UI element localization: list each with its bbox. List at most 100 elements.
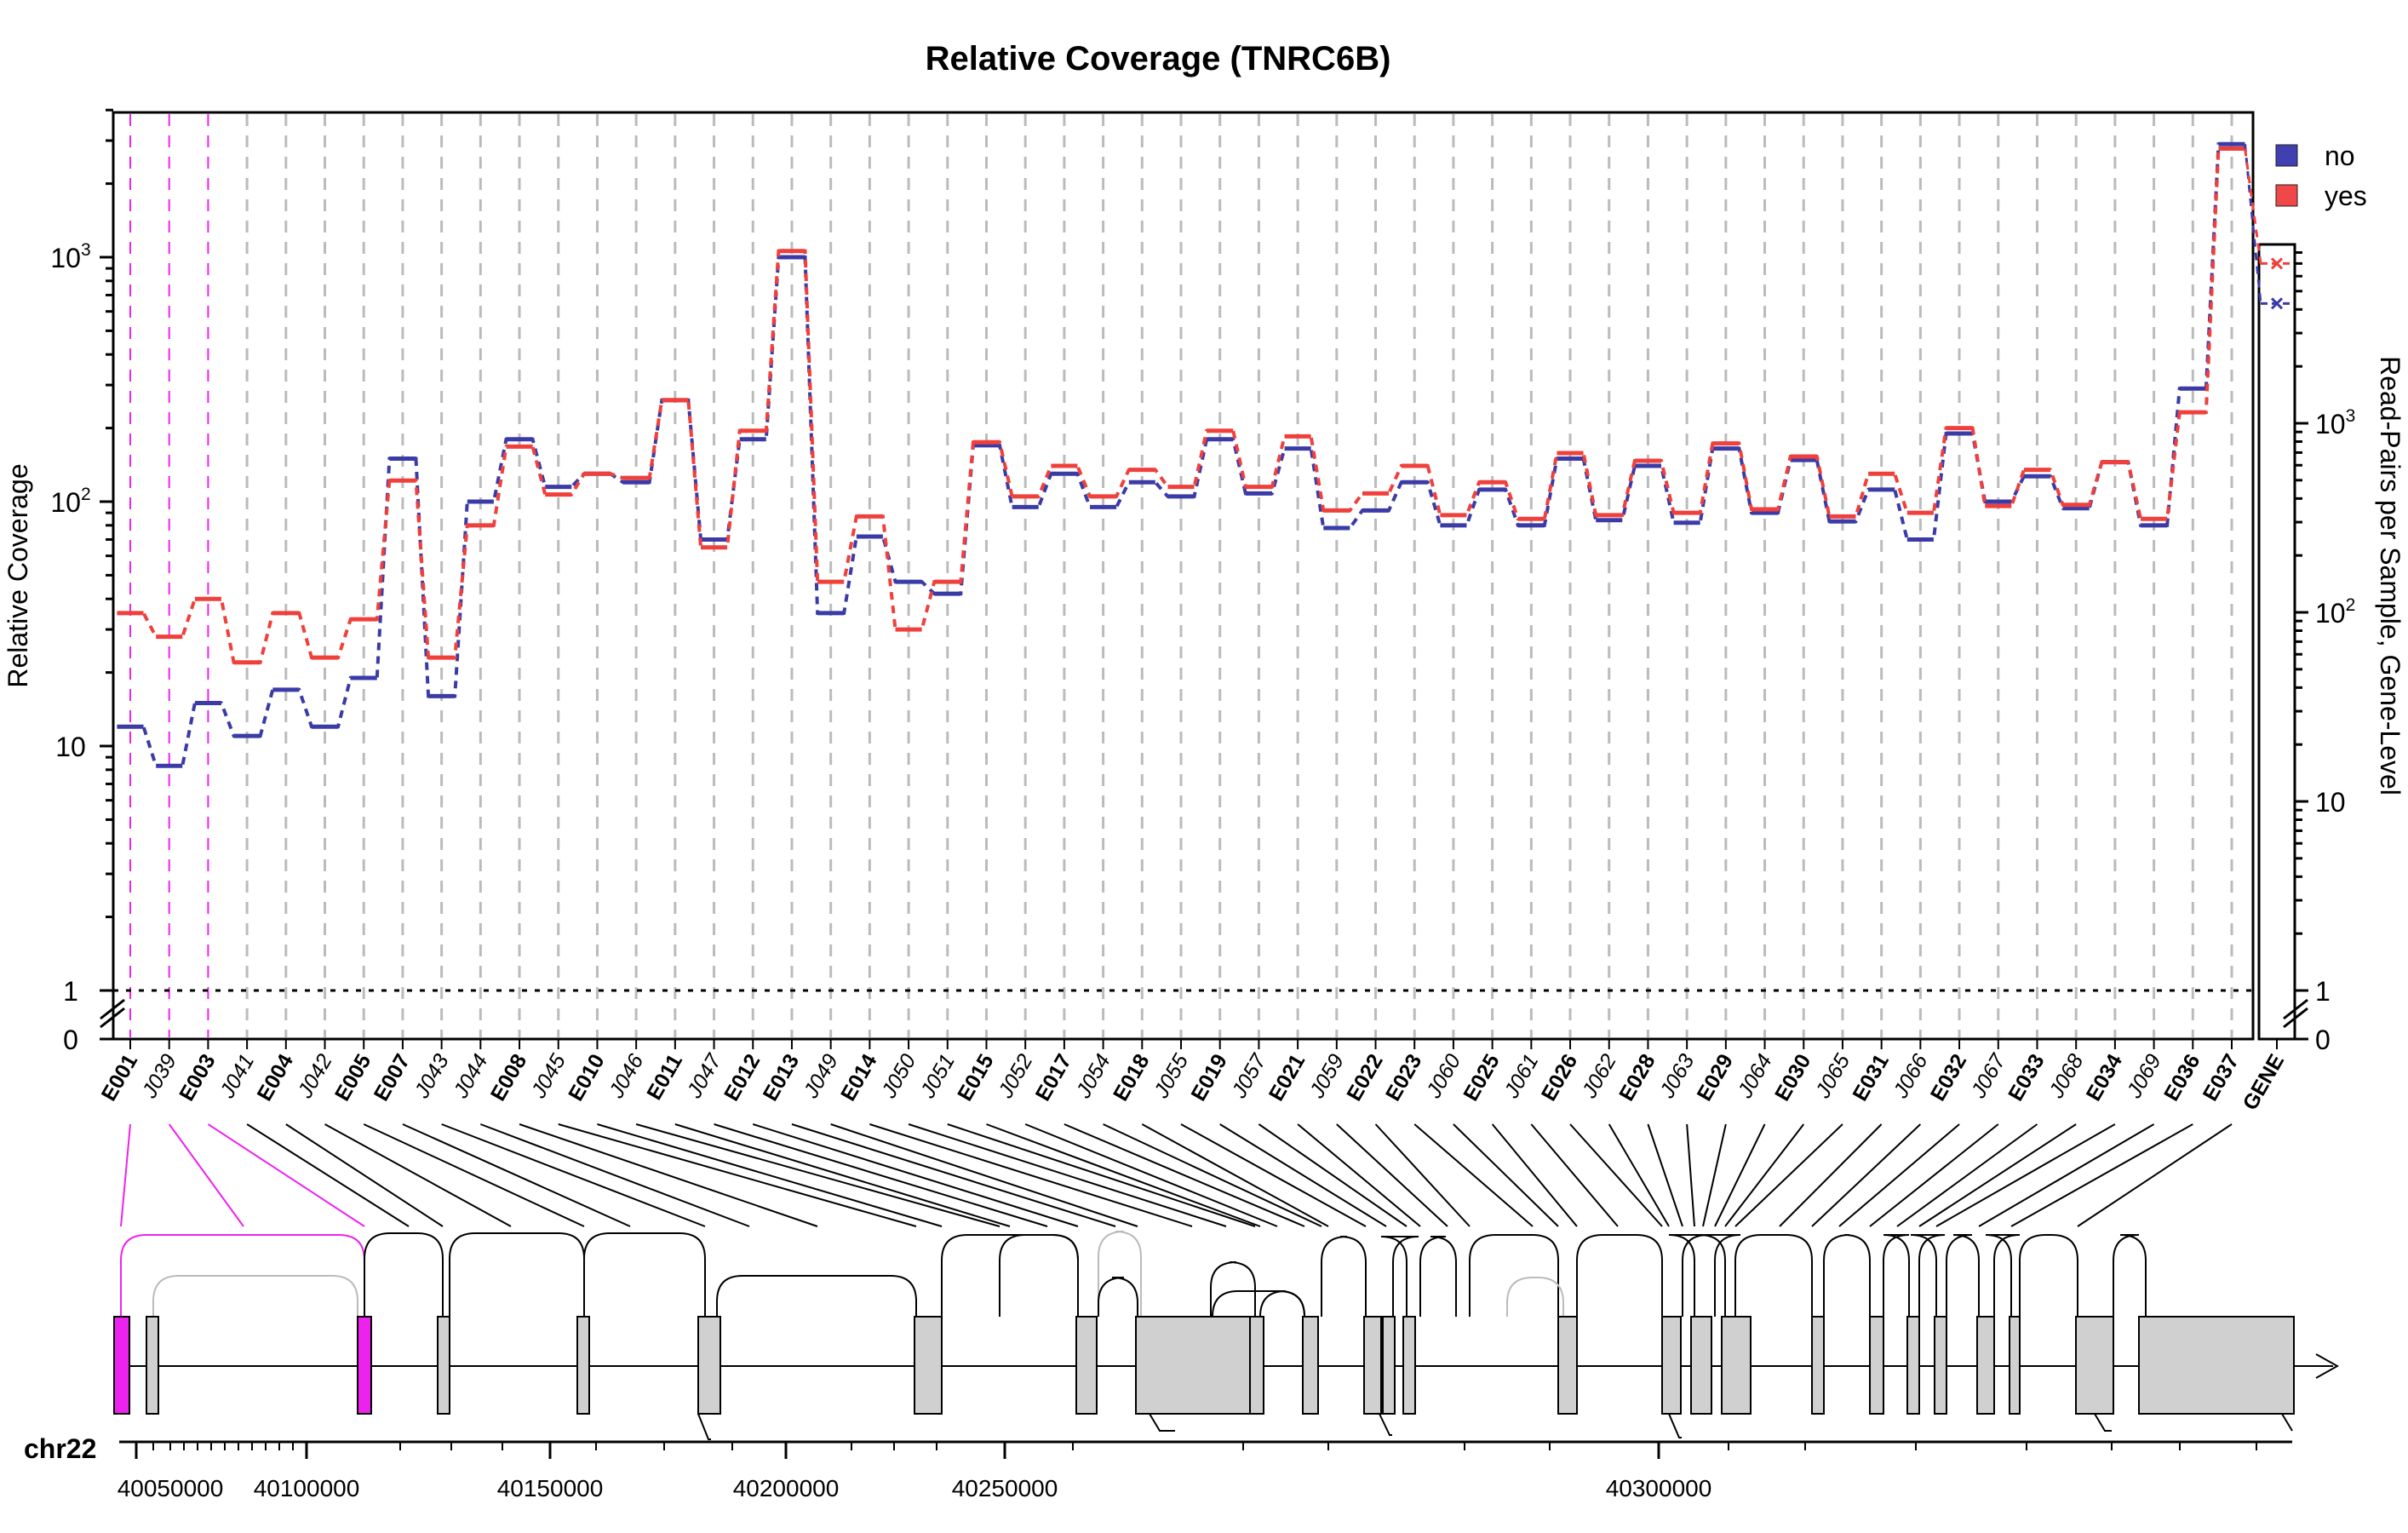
connector-J042 <box>324 1123 512 1227</box>
connector-J045 <box>558 1123 917 1227</box>
y-axis-label: Relative Coverage <box>3 463 33 687</box>
feature-label-E015: E015 <box>953 1050 998 1105</box>
connector-E031 <box>1779 1123 1883 1227</box>
feature-label-J042: J042 <box>293 1050 337 1103</box>
connector-J066 <box>1811 1123 1922 1227</box>
junction-arc <box>1699 1234 1741 1317</box>
y2-axis-label: Read-Pairs per Sample, Gene-Level <box>2375 356 2405 795</box>
feature-label-E021: E021 <box>1264 1050 1310 1105</box>
y2-tick-label: 10 <box>2315 787 2346 818</box>
feature-labels: E001J039E003J041E004J042E005E007J043J044… <box>97 1039 2289 1114</box>
feature-label-J068: J068 <box>2044 1050 2089 1103</box>
connector-E025 <box>1491 1123 1578 1227</box>
connector-J047 <box>714 1123 1048 1227</box>
connector-J054 <box>1103 1123 1322 1227</box>
axis-break-mark <box>100 998 125 1029</box>
genomic-tick-label: 40050000 <box>118 1475 224 1501</box>
highlighted-junction-arc <box>120 1234 365 1317</box>
feature-label-E018: E018 <box>1109 1050 1154 1105</box>
main-plot-border <box>112 111 2255 1041</box>
junction-arc <box>716 1275 917 1317</box>
y2-tick-exponent: 3 <box>2346 406 2356 426</box>
exon-bracket <box>2281 1413 2293 1432</box>
feature-label-J059: J059 <box>1304 1050 1349 1103</box>
feature-label-E013: E013 <box>759 1050 804 1105</box>
exon-bracket <box>1668 1413 1682 1438</box>
feature-label-J055: J055 <box>1149 1050 1193 1103</box>
y2-tick-base: 10 <box>2315 409 2346 439</box>
exon-block <box>1382 1316 1396 1415</box>
exon-block <box>1721 1316 1752 1415</box>
feature-label-J061: J061 <box>1499 1050 1544 1103</box>
connector-J061 <box>1530 1123 1619 1227</box>
connector-E008 <box>519 1123 818 1227</box>
connector-J068 <box>1918 1123 2077 1227</box>
feature-label-E034: E034 <box>2082 1050 2127 1105</box>
y-tick-label: 102 <box>50 485 90 518</box>
y-tick-base: 1 <box>63 976 78 1007</box>
junction-arc <box>999 1234 1079 1317</box>
feature-label-E003: E003 <box>175 1050 220 1105</box>
y2-tick-base: 10 <box>2315 787 2346 818</box>
junction-arc <box>1321 1236 1367 1317</box>
exon-block <box>146 1316 159 1415</box>
feature-label-J049: J049 <box>799 1050 843 1103</box>
y2-tick-label: 0 <box>2315 1025 2331 1055</box>
connector-E004 <box>285 1123 444 1227</box>
connector-J064 <box>1714 1123 1766 1227</box>
highlighted-exon-block <box>113 1316 130 1415</box>
exon-block <box>1976 1316 1995 1415</box>
feature-label-E032: E032 <box>1926 1050 1971 1105</box>
feature-label-E025: E025 <box>1459 1050 1504 1105</box>
connector-E003 <box>207 1123 365 1227</box>
exon-block <box>2075 1316 2114 1415</box>
feature-label-J060: J060 <box>1421 1050 1465 1103</box>
junction-arc <box>2019 1234 2078 1317</box>
feature-label-E001: E001 <box>97 1050 142 1105</box>
feature-label-J047: J047 <box>682 1049 726 1103</box>
feature-label-E017: E017 <box>1031 1050 1076 1105</box>
junction-arc <box>1380 1236 1419 1317</box>
connector-J050 <box>908 1123 1227 1227</box>
gene-level-marker-yes <box>2270 257 2284 270</box>
connector-E014 <box>869 1123 1193 1227</box>
exon-block <box>697 1316 721 1415</box>
feature-label-J046: J046 <box>604 1050 648 1103</box>
connector-E018 <box>1141 1123 1329 1227</box>
junction-arc <box>1668 1234 1709 1317</box>
feature-label-J065: J065 <box>1810 1050 1855 1103</box>
junction-arc <box>152 1275 358 1317</box>
connector-J057 <box>1258 1123 1408 1227</box>
junction-arc <box>1259 1290 1305 1318</box>
feature-label-E004: E004 <box>253 1050 298 1105</box>
feature-label-E037: E037 <box>2199 1050 2244 1105</box>
exon-bracket <box>2094 1413 2112 1432</box>
feature-label-E014: E014 <box>836 1050 881 1105</box>
junction-arc <box>1883 1234 1910 1317</box>
connector-J060 <box>1453 1123 1559 1227</box>
connector-E005 <box>363 1123 585 1227</box>
exon-block <box>1661 1316 1682 1415</box>
feature-label-J045: J045 <box>526 1050 570 1103</box>
y-tick-exponent: 3 <box>81 240 91 260</box>
connector-J065 <box>1734 1123 1843 1227</box>
junction-arc <box>1823 1234 1871 1317</box>
connector-J055 <box>1180 1123 1367 1227</box>
junction-arc <box>1734 1234 1813 1317</box>
y-tick-label: 10 <box>55 732 86 762</box>
connector-E028 <box>1647 1123 1683 1227</box>
y2-tick-label: 1 <box>2315 976 2331 1007</box>
genomic-tick-label: 40100000 <box>254 1475 360 1501</box>
feature-label-J041: J041 <box>215 1050 259 1103</box>
exon-block <box>1402 1316 1416 1415</box>
exon-block <box>1811 1316 1825 1415</box>
junction-arc <box>1469 1234 1559 1317</box>
feature-label-E029: E029 <box>1693 1050 1738 1105</box>
exon-block <box>1869 1316 1884 1415</box>
connector-J059 <box>1336 1123 1448 1227</box>
feature-label-E008: E008 <box>486 1050 531 1105</box>
